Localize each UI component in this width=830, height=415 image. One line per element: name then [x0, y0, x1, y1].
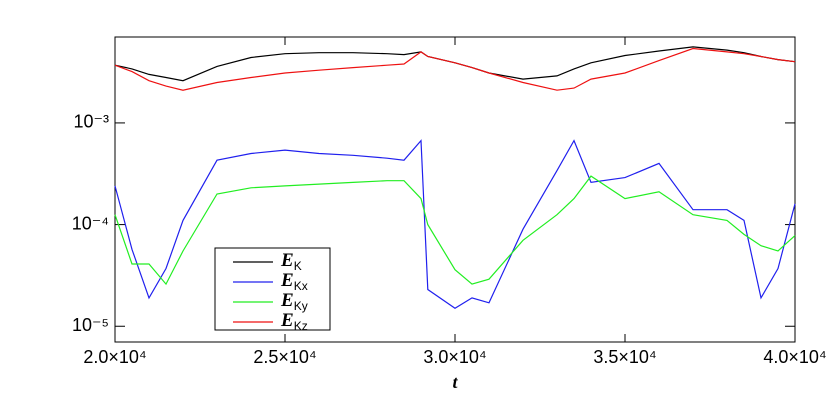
- legend-label: EKz: [280, 310, 308, 333]
- x-tick-label: 3.0×10⁴: [423, 347, 486, 367]
- y-tick-label: 10⁻³: [73, 112, 109, 132]
- series-line: [114, 46, 796, 82]
- legend-box: [214, 247, 331, 331]
- legend-label: EK: [280, 250, 302, 273]
- series-line: [114, 139, 796, 310]
- y-tick-label: 10⁻⁴: [72, 213, 109, 233]
- series-line: [114, 175, 796, 286]
- x-tick-label: 3.5×10⁴: [593, 347, 656, 367]
- y-tick-label: 10⁻⁵: [72, 315, 109, 335]
- legend-label-sub: Kx: [294, 279, 308, 293]
- legend-label-sub: Kz: [294, 319, 308, 333]
- legend-label-sub: K: [294, 259, 302, 273]
- x-tick-label: 2.5×10⁴: [253, 347, 316, 367]
- x-axis-label: t: [452, 372, 458, 392]
- series-line: [114, 47, 796, 91]
- x-tick-label: 4.0×10⁴: [763, 347, 826, 367]
- legend-label-main: E: [280, 270, 294, 291]
- legend-label-main: E: [280, 250, 294, 271]
- legend-label: EKy: [280, 290, 308, 313]
- legend-label-main: E: [280, 310, 294, 331]
- legend-label-main: E: [280, 290, 294, 311]
- x-tick-label: 2.0×10⁴: [83, 347, 146, 367]
- legend-label-sub: Ky: [294, 299, 308, 313]
- legend-label: EKx: [280, 270, 308, 293]
